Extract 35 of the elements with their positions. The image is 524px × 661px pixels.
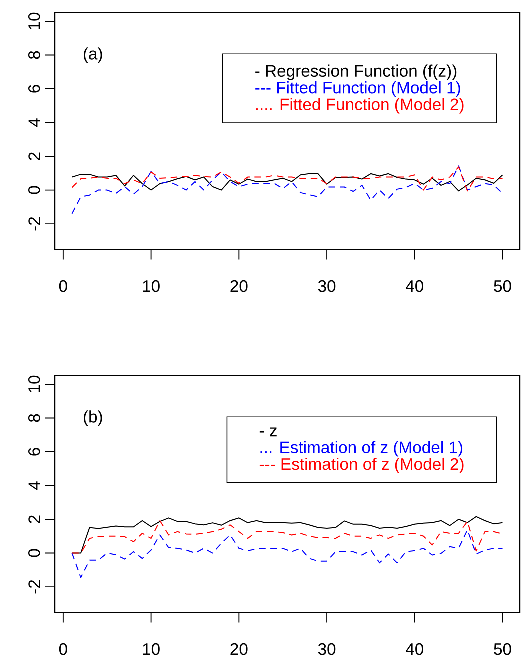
x-tick-label: 30 xyxy=(318,280,336,292)
text: .... Fitted Function (Model 2) xyxy=(256,98,464,114)
x-tick-label: 10 xyxy=(143,280,160,292)
y-tick-label: -2 xyxy=(28,580,40,594)
y-tick-label: 4 xyxy=(28,482,40,490)
x-tick-label: 10 xyxy=(143,643,160,656)
x-tick-label: 20 xyxy=(230,280,248,292)
y-tick-label: 8 xyxy=(28,51,40,60)
x-tick-label: 40 xyxy=(406,643,424,656)
x-tick-label: 40 xyxy=(406,280,424,292)
y-tick-label: 6 xyxy=(28,85,40,93)
y-tick-label: 4 xyxy=(28,118,40,128)
annotation: (a) xyxy=(84,48,102,64)
x-tick-label: 0 xyxy=(59,643,68,656)
line-series xyxy=(72,173,504,192)
text: ... Estimation of z (Model 1) xyxy=(260,441,463,457)
y-tick-label: 8 xyxy=(28,414,40,422)
x-tick-label: 50 xyxy=(494,643,512,656)
y-tick-label: -2 xyxy=(28,217,40,231)
y-tick-label: 6 xyxy=(28,448,40,456)
text: --- Fitted Function (Model 1) xyxy=(256,82,460,98)
y-tick-label: 10 xyxy=(28,12,40,30)
x-tick-label: 30 xyxy=(318,643,336,656)
x-tick-label: 20 xyxy=(230,643,248,656)
text: - z xyxy=(260,428,277,437)
annotation: (b) xyxy=(84,410,102,426)
y-tick-label: 2 xyxy=(28,516,40,524)
text: - Regression Function (f(z)) xyxy=(256,64,457,80)
text: --- Estimation of z (Model 2) xyxy=(260,458,464,474)
y-tick-label: 10 xyxy=(28,376,40,392)
x-tick-label: 50 xyxy=(494,280,512,292)
y-tick-label: 0 xyxy=(28,186,40,194)
y-tick-label: 2 xyxy=(28,152,40,160)
y-tick-label: 0 xyxy=(28,549,40,558)
x-tick-label: 0 xyxy=(59,280,68,292)
